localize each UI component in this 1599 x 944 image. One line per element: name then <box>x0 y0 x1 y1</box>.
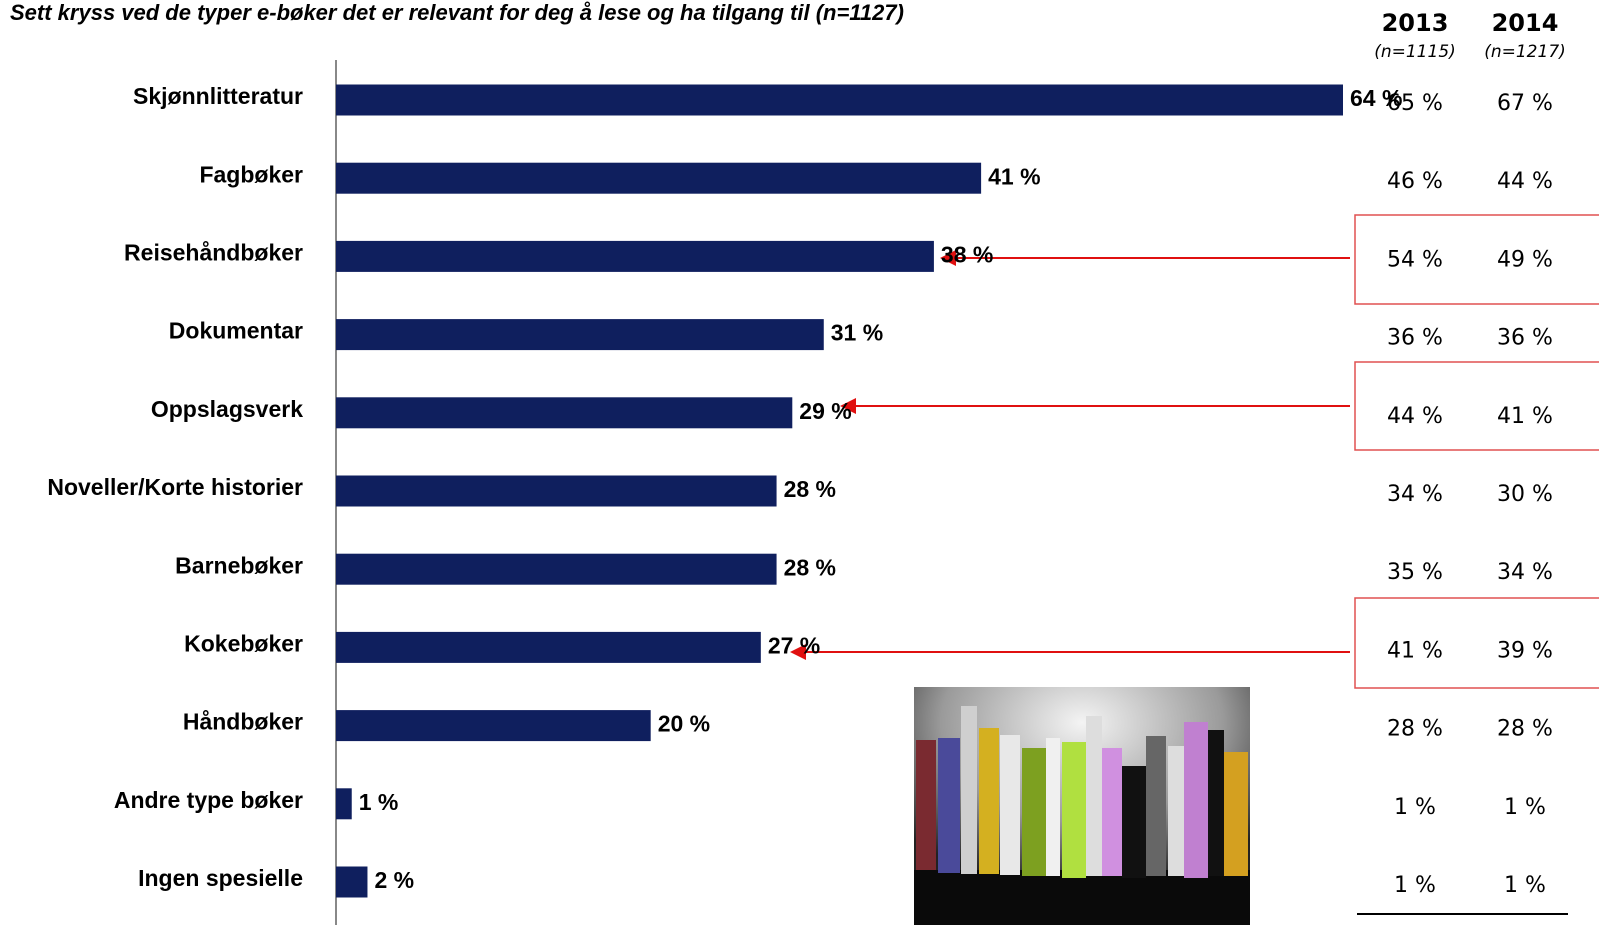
category-label: Fagbøker <box>199 161 303 187</box>
value-label: 2 % <box>374 867 414 893</box>
table-cell: 36 % <box>1497 326 1553 351</box>
bar <box>336 475 777 507</box>
table-cell: 28 % <box>1387 717 1443 742</box>
value-label: 28 % <box>784 554 836 580</box>
category-label: Kokebøker <box>184 630 303 656</box>
highlights <box>1354 214 1599 689</box>
table-cell: 46 % <box>1387 169 1443 194</box>
category-label: Skjønnlitteratur <box>133 83 303 109</box>
value-label: 28 % <box>784 476 836 502</box>
category-label: Barnebøker <box>175 552 303 578</box>
bar <box>336 240 934 272</box>
category-label: Håndbøker <box>183 709 303 735</box>
bar <box>336 788 352 820</box>
column-year: 2013 <box>1382 9 1449 37</box>
bar <box>336 710 651 742</box>
bar <box>336 553 777 585</box>
table-cell: 44 % <box>1387 404 1443 429</box>
table-cell: 67 % <box>1497 91 1553 116</box>
table-cell: 1 % <box>1394 873 1436 898</box>
table-cell: 65 % <box>1387 91 1443 116</box>
table-cell: 35 % <box>1387 560 1443 585</box>
table-cell: 34 % <box>1497 560 1553 585</box>
bar <box>336 319 824 351</box>
books-image <box>914 687 1250 925</box>
bar <box>336 397 793 429</box>
table-cell: 1 % <box>1504 795 1546 820</box>
value-label: 29 % <box>799 398 851 424</box>
table-cell: 39 % <box>1497 638 1553 663</box>
category-label: Reisehåndbøker <box>124 239 303 265</box>
table-cell: 54 % <box>1387 247 1443 272</box>
value-label: 31 % <box>831 320 883 346</box>
bar <box>336 631 761 663</box>
table-cell: 44 % <box>1497 169 1553 194</box>
category-label: Andre type bøker <box>114 787 303 813</box>
value-label: 27 % <box>768 632 820 658</box>
bar <box>336 84 1343 116</box>
category-label: Ingen spesielle <box>138 865 303 891</box>
category-label: Noveller/Korte historier <box>47 474 303 500</box>
category-label: Dokumentar <box>169 318 303 344</box>
column-n: (n=1115) <box>1374 42 1456 62</box>
table-cell: 1 % <box>1394 795 1436 820</box>
table-cell: 34 % <box>1387 482 1443 507</box>
table-cell: 30 % <box>1497 482 1553 507</box>
value-label: 38 % <box>941 241 993 267</box>
table-cell: 1 % <box>1504 873 1546 898</box>
table-cell: 28 % <box>1497 717 1553 742</box>
column-n: (n=1217) <box>1484 42 1566 62</box>
column-year: 2014 <box>1492 9 1559 37</box>
table-cell: 41 % <box>1387 638 1443 663</box>
value-label: 20 % <box>658 711 710 737</box>
table-cell: 49 % <box>1497 247 1553 272</box>
value-label: 64 % <box>1350 85 1402 111</box>
value-label: 41 % <box>988 163 1040 189</box>
table-cell: 36 % <box>1387 326 1443 351</box>
bar <box>336 866 368 898</box>
chart-title: Sett kryss ved de typer e-bøker det er r… <box>10 0 904 25</box>
bar <box>336 162 982 194</box>
arrows <box>790 250 1350 660</box>
category-label: Oppslagsverk <box>151 396 303 422</box>
table-cell: 41 % <box>1497 404 1553 429</box>
value-label: 1 % <box>359 789 399 815</box>
